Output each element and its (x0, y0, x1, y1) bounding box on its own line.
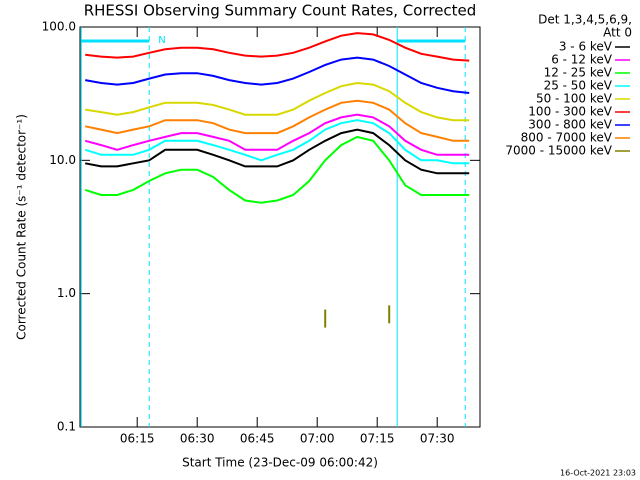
y-tick-label: 1.0 (57, 286, 76, 300)
series-line (85, 81, 470, 122)
x-tick-label: 06:30 (180, 432, 215, 446)
x-tick-label: 07:00 (300, 432, 335, 446)
series-line (84, 113, 470, 156)
legend-label: 3 - 6 keV (559, 40, 613, 54)
legend-label: 50 - 100 keV (536, 92, 613, 106)
y-tick-label: 100.0 (42, 20, 76, 34)
series-line (85, 32, 470, 62)
chart-title: RHESSI Observing Summary Count Rates, Co… (84, 2, 477, 20)
legend-label: 300 - 800 keV (528, 118, 612, 132)
series-line (84, 119, 470, 165)
series-line (84, 99, 470, 142)
y-tick-label: 10.0 (49, 153, 76, 167)
plot-frame (79, 26, 481, 428)
footer: 16-Oct-2021 23:03 (560, 469, 636, 478)
x-tick-label: 07:30 (420, 432, 455, 446)
series-line (85, 56, 470, 94)
legend-title: Att 0 (603, 26, 632, 40)
legend-label: 25 - 50 keV (544, 79, 613, 93)
x-tick-label: 07:15 (360, 432, 395, 446)
y-tick-label: 0.1 (57, 420, 76, 434)
legend-label: 800 - 7000 keV (521, 131, 613, 145)
series-line (85, 128, 470, 175)
legend-label: 6 - 12 keV (551, 53, 613, 67)
x-axis-label: Start Time (23-Dec-09 06:00:42) (182, 456, 378, 470)
legend-label: 100 - 300 keV (528, 105, 612, 119)
legend-label: 12 - 25 keV (544, 66, 613, 80)
y-axis-label: Corrected Count Rate (s⁻¹ detector⁻¹) (15, 114, 29, 340)
series-line (84, 135, 470, 204)
x-tick-label: 06:15 (120, 432, 155, 446)
night-label: N (158, 35, 165, 46)
legend-label: 7000 - 15000 keV (505, 144, 612, 158)
legend-title: Det 1,3,4,5,6,9, (538, 13, 632, 27)
x-tick-label: 06:45 (240, 432, 275, 446)
